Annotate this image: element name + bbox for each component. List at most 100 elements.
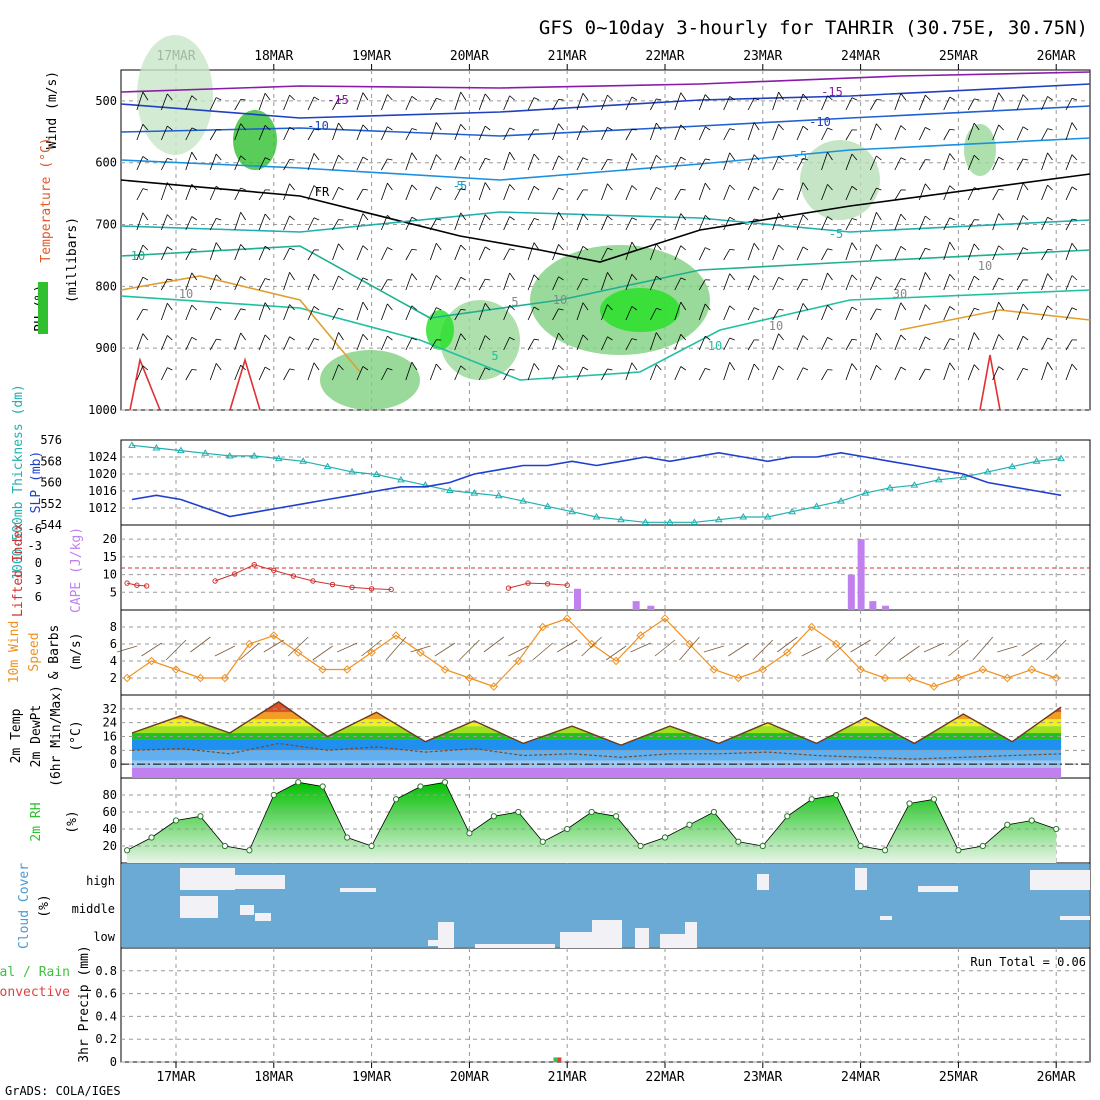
cloud-block (180, 868, 235, 890)
wind-barb-10m (483, 636, 505, 653)
wind-barb-10m (385, 636, 407, 661)
wind-barb-flag (705, 126, 711, 131)
thickness-point (519, 497, 528, 504)
y-axis-label-thickness: 1000-500mb Thickness (dm) (11, 384, 26, 580)
wind-barb-10m (728, 642, 749, 657)
temperature-contour (120, 137, 1091, 181)
cape-tick-label: 15 (103, 550, 117, 564)
wind-barb (918, 248, 926, 261)
wind-barb (552, 276, 559, 291)
wind-barb-flag (362, 333, 369, 341)
wind-barb (552, 244, 559, 261)
rh-point (759, 842, 766, 850)
wind-barb-flag (582, 157, 589, 161)
wind-speed-point (294, 648, 303, 657)
wind-barb (845, 218, 853, 231)
rh-point (637, 842, 644, 850)
wind-barb-flag (680, 277, 686, 281)
wind-barb (454, 188, 462, 201)
wind-barb (1065, 243, 1073, 261)
thickness-point (812, 502, 821, 509)
wind-barb (1065, 363, 1073, 381)
wind-barb (747, 275, 755, 291)
wind-barb (160, 367, 168, 381)
wind-barb-flag (778, 91, 784, 101)
wind-barb (870, 365, 877, 381)
wind-barb-flag (411, 96, 418, 101)
wind-barb-flag (778, 276, 784, 281)
wind-barb (1041, 152, 1048, 171)
wind-barb-flag (754, 218, 760, 221)
wind-barb (429, 218, 437, 231)
wind-barb (967, 155, 975, 171)
rh-point (441, 779, 449, 786)
wind-barb-10m (214, 645, 236, 657)
wind-barb (258, 334, 266, 351)
wind-barb-flag (289, 247, 295, 251)
wind-barb (845, 339, 853, 351)
wind-barb-10m (874, 636, 896, 657)
y-tick-label: 1000 (88, 403, 117, 417)
wind-barb (160, 93, 168, 111)
thickness-point (177, 446, 185, 454)
wind-barb (723, 152, 731, 171)
thickness-point (592, 513, 601, 520)
wind-barb (723, 249, 731, 261)
wind-barb (332, 187, 339, 201)
wind-barb-flag (607, 336, 613, 341)
wind-speed-point (978, 665, 988, 674)
wind-barb (625, 96, 633, 111)
wind-barb (136, 333, 144, 351)
wind-barb (429, 98, 437, 111)
wind-barb-flag (533, 363, 540, 371)
temperature-contour (120, 173, 1091, 263)
wind-barb-flag (802, 93, 809, 101)
wind-barb (136, 188, 144, 201)
wind-barb (796, 303, 804, 321)
wind-barb (992, 366, 999, 381)
wind-barb-flag (631, 241, 638, 251)
wind-barb-flag (313, 362, 320, 371)
wind-barb-flag (582, 213, 589, 221)
wind-barb-flag (362, 245, 369, 251)
wind-barb-flag (925, 94, 931, 101)
wind-barb (503, 248, 510, 261)
wind-barb (723, 273, 731, 291)
wind-barb-flag (216, 338, 222, 341)
rh-point (515, 808, 522, 816)
wind-barb (332, 243, 339, 261)
wind-barb (1065, 275, 1073, 291)
wind-barb-flag (925, 336, 931, 341)
wind-barb (772, 333, 779, 351)
wind-barb (821, 248, 828, 261)
wind-barb-flag (778, 188, 784, 191)
cloud-block (438, 922, 454, 948)
wind-barb (527, 274, 535, 291)
wind-barb (796, 93, 804, 111)
wind-barb (674, 301, 682, 321)
wind-barb (943, 306, 951, 321)
y-axis-label-3hr-precip: 3hr Precip (mm) (77, 945, 92, 1062)
wind-barb-flag (362, 156, 369, 161)
thickness-point (494, 491, 503, 499)
wind-barb-flag (949, 185, 955, 191)
wind-barb (870, 99, 877, 111)
wind-barb (234, 332, 242, 351)
wind-barb (503, 272, 511, 291)
wind-barb-flag (729, 305, 735, 311)
dewpoint-line (131, 742, 1062, 760)
wind-barb (601, 127, 608, 141)
wind-barb-flag (167, 157, 173, 161)
wind-barb-flag (753, 243, 760, 251)
panel-frame (120, 69, 1091, 411)
wind-barb-flag (680, 92, 687, 101)
wind-barb-flag (778, 244, 784, 251)
rh-point (808, 796, 815, 803)
wind-barb-flag (215, 274, 222, 281)
wind-barb-flag (851, 97, 858, 101)
rh-area (127, 782, 1057, 863)
wind-barb (405, 216, 413, 231)
cloud-block (880, 916, 892, 920)
wind-barb (576, 125, 584, 141)
